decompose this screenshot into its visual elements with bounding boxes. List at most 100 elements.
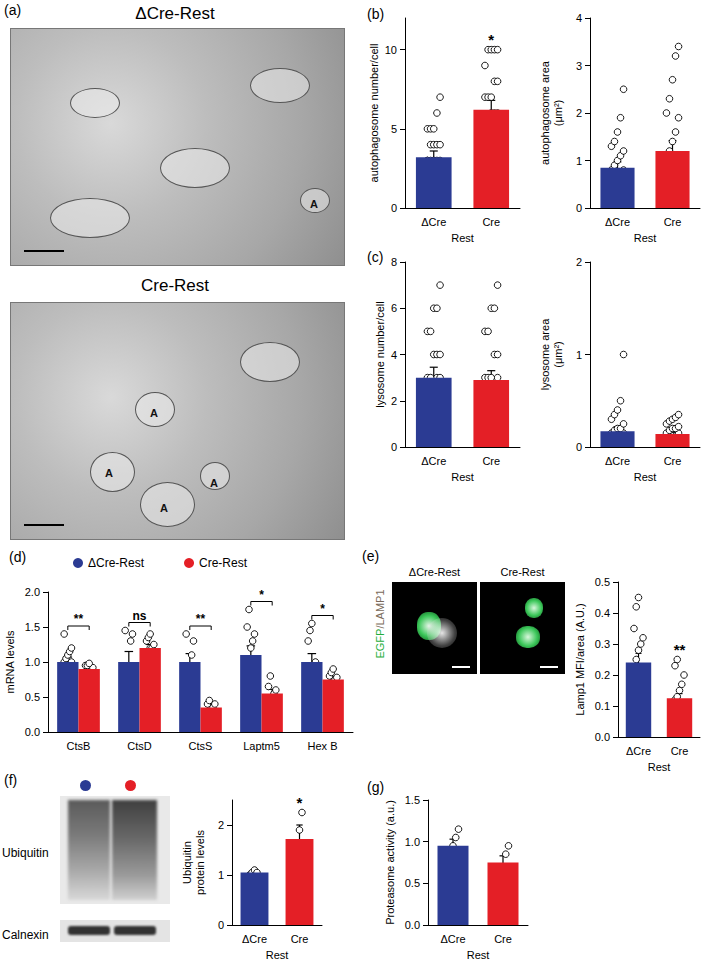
- svg-text:2: 2: [576, 107, 582, 119]
- html-text:(f): (f): [4, 772, 18, 788]
- svg-text:Cre-Rest: Cre-Rest: [199, 556, 248, 570]
- svg-text:(b): (b): [367, 6, 384, 22]
- svg-text:Rest: Rest: [266, 949, 289, 961]
- svg-text:ΔCre-Rest: ΔCre-Rest: [88, 556, 145, 570]
- svg-text:**: **: [196, 612, 206, 626]
- svg-text:1: 1: [576, 155, 582, 167]
- svg-text:lysosome number/cell: lysosome number/cell: [374, 301, 386, 407]
- svg-text:2: 2: [576, 256, 582, 268]
- svg-text:1.0: 1.0: [25, 656, 40, 668]
- svg-text:0.4: 0.4: [595, 607, 610, 619]
- svg-text:2.0: 2.0: [25, 586, 40, 598]
- html-text:ΔCre-Rest: ΔCre-Rest: [135, 4, 215, 23]
- svg-text:ΔCre: ΔCre: [242, 933, 267, 945]
- svg-text:ΔCre: ΔCre: [605, 455, 630, 467]
- svg-text:autophagosome number/cell: autophagosome number/cell: [368, 44, 380, 183]
- svg-text:10: 10: [385, 44, 397, 56]
- svg-text:0.2: 0.2: [595, 669, 610, 681]
- svg-text:4: 4: [576, 12, 582, 24]
- svg-text:(c): (c): [367, 249, 383, 265]
- svg-text:**: **: [74, 612, 84, 626]
- svg-text:Cre: Cre: [664, 216, 682, 228]
- svg-text:0.5: 0.5: [595, 576, 610, 588]
- html-text:A: A: [310, 198, 318, 210]
- svg-text:0: 0: [391, 202, 397, 214]
- svg-text:*: *: [488, 31, 494, 48]
- svg-text:1.5: 1.5: [25, 621, 40, 633]
- html-text:EGFP: EGFP: [374, 628, 386, 659]
- svg-text:Laptm5: Laptm5: [243, 740, 280, 752]
- html-text:ΔCre-Rest: ΔCre-Rest: [408, 566, 461, 578]
- svg-text:Rest: Rest: [451, 471, 474, 483]
- svg-text:Cre: Cre: [291, 933, 309, 945]
- html-text:Ubiquitin: Ubiquitin: [2, 846, 49, 860]
- svg-text:**: **: [674, 641, 686, 658]
- svg-text:0: 0: [576, 441, 582, 453]
- svg-text:(g): (g): [367, 779, 384, 795]
- svg-text:Rest: Rest: [634, 232, 657, 244]
- html-text:Cre-Rest: Cre-Rest: [500, 566, 545, 578]
- svg-text:Rest: Rest: [467, 949, 490, 961]
- svg-text:Ubiquitin: Ubiquitin: [181, 841, 193, 884]
- svg-text:3: 3: [576, 60, 582, 72]
- svg-text:protein levels: protein levels: [194, 830, 206, 895]
- html-text:A: A: [150, 407, 158, 419]
- svg-text:0.5: 0.5: [405, 877, 420, 889]
- svg-text:0.5: 0.5: [25, 691, 40, 703]
- svg-text:ns: ns: [132, 609, 146, 623]
- svg-text:6: 6: [391, 302, 397, 314]
- svg-text:0.1: 0.1: [595, 700, 610, 712]
- svg-text:ΔCre: ΔCre: [605, 216, 630, 228]
- svg-text:0: 0: [218, 919, 224, 931]
- svg-text:Cre: Cre: [494, 933, 512, 945]
- svg-text:CtsS: CtsS: [189, 740, 213, 752]
- svg-text:Proteasome activity (a.u.): Proteasome activity (a.u.): [384, 800, 396, 925]
- svg-text:Cre: Cre: [671, 745, 689, 757]
- svg-text:autophagosome area: autophagosome area: [539, 60, 551, 165]
- html-text:(a): (a): [4, 2, 22, 18]
- svg-text:2: 2: [391, 395, 397, 407]
- svg-text:Cre: Cre: [482, 216, 500, 228]
- svg-text:Rest: Rest: [634, 471, 657, 483]
- svg-text:(μm²): (μm²): [552, 341, 564, 368]
- svg-text:ΔCre: ΔCre: [440, 933, 465, 945]
- html-text:A: A: [160, 502, 168, 514]
- svg-text:1: 1: [218, 869, 224, 881]
- svg-text:1.0: 1.0: [405, 836, 420, 848]
- svg-text:1.5: 1.5: [405, 794, 420, 806]
- svg-text:0: 0: [391, 441, 397, 453]
- svg-text:0.0: 0.0: [595, 731, 610, 743]
- html-text:Cre-Rest: Cre-Rest: [141, 276, 209, 295]
- svg-text:CtsD: CtsD: [127, 740, 152, 752]
- svg-text:Hex B: Hex B: [308, 740, 338, 752]
- svg-text:Rest: Rest: [648, 761, 671, 773]
- svg-text:0: 0: [576, 202, 582, 214]
- svg-text:4: 4: [391, 349, 397, 361]
- html-text:(e): (e): [362, 548, 380, 564]
- svg-text:Cre: Cre: [482, 455, 500, 467]
- svg-text:1: 1: [576, 349, 582, 361]
- svg-text:(μm²): (μm²): [552, 100, 564, 127]
- svg-text:5: 5: [391, 123, 397, 135]
- svg-text:0.3: 0.3: [595, 638, 610, 650]
- html-text:/LAMP1: /LAMP1: [374, 589, 386, 629]
- svg-text:CtsB: CtsB: [67, 740, 91, 752]
- svg-text:Rest: Rest: [451, 232, 474, 244]
- svg-text:ΔCre: ΔCre: [626, 745, 651, 757]
- svg-text:*: *: [297, 794, 303, 811]
- svg-text:lysosome area: lysosome area: [539, 318, 551, 390]
- svg-text:*: *: [259, 588, 264, 602]
- svg-text:mRNA levels: mRNA levels: [4, 630, 16, 693]
- svg-text:0.0: 0.0: [405, 919, 420, 931]
- svg-text:Lamp1 MFI/area (A.U.): Lamp1 MFI/area (A.U.): [574, 603, 586, 715]
- svg-text:8: 8: [391, 256, 397, 268]
- svg-text:ΔCre: ΔCre: [421, 216, 446, 228]
- html-text:A: A: [105, 467, 113, 479]
- svg-text:*: *: [320, 602, 325, 616]
- html-text:Calnexin: Calnexin: [2, 928, 49, 942]
- svg-text:0.0: 0.0: [25, 726, 40, 738]
- svg-text:(d): (d): [9, 549, 26, 565]
- svg-text:Cre: Cre: [664, 455, 682, 467]
- svg-text:2: 2: [218, 819, 224, 831]
- svg-text:ΔCre: ΔCre: [421, 455, 446, 467]
